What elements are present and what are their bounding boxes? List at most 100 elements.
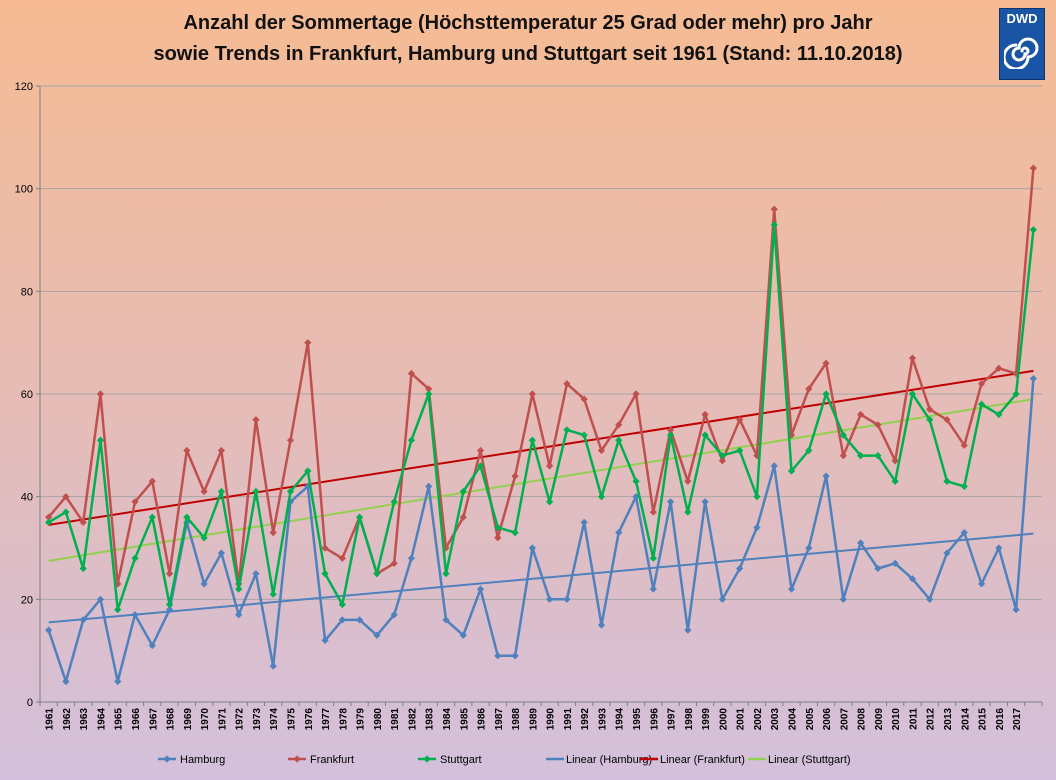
data-point-hamburg xyxy=(580,518,588,526)
data-point-hamburg xyxy=(373,631,381,639)
data-point-hamburg xyxy=(252,570,260,578)
x-tick-label: 1976 xyxy=(304,708,315,731)
y-axis-ticks: 0 20 40 60 80 100 120 xyxy=(15,81,40,709)
data-point-frankfurt xyxy=(580,395,588,403)
data-point-hamburg xyxy=(494,652,502,660)
data-point-frankfurt xyxy=(217,446,225,455)
data-point-stuttgart xyxy=(425,390,433,398)
data-point-stuttgart xyxy=(96,436,105,444)
data-point-hamburg xyxy=(736,564,744,573)
data-point-frankfurt xyxy=(442,544,450,552)
data-point-stuttgart xyxy=(822,390,830,398)
x-tick-label: 2010 xyxy=(891,708,902,731)
data-point-hamburg xyxy=(684,626,692,634)
data-point-stuttgart xyxy=(200,534,208,542)
x-tick-label: 1983 xyxy=(425,708,436,731)
data-point-stuttgart xyxy=(442,570,450,578)
x-tick-label: 2000 xyxy=(718,708,729,731)
data-point-hamburg xyxy=(995,544,1003,552)
x-tick-label: 1968 xyxy=(166,708,177,731)
data-point-hamburg xyxy=(528,544,536,552)
x-tick-label: 2005 xyxy=(805,708,816,731)
x-tick-label: 1961 xyxy=(45,708,56,731)
x-tick-label: 1974 xyxy=(269,708,280,731)
data-point-hamburg xyxy=(597,621,606,629)
x-tick-label: 2003 xyxy=(770,708,781,731)
x-tick-label: 1979 xyxy=(356,708,367,731)
data-point-stuttgart xyxy=(338,600,346,609)
legend-label-linear-stuttgart: Linear (Stuttgart) xyxy=(768,754,851,766)
data-point-hamburg xyxy=(546,595,554,603)
data-point-frankfurt xyxy=(131,498,139,506)
data-point-stuttgart xyxy=(321,570,329,578)
data-point-stuttgart xyxy=(528,436,536,444)
data-point-stuttgart xyxy=(79,564,87,573)
data-point-frankfurt xyxy=(805,385,813,393)
y-tick-label: 60 xyxy=(21,389,33,401)
x-tick-label: 1978 xyxy=(338,708,349,731)
data-point-frankfurt xyxy=(390,559,398,567)
data-point-stuttgart xyxy=(165,600,174,609)
data-point-stuttgart xyxy=(390,498,398,506)
data-point-frankfurt xyxy=(45,513,53,521)
data-point-stuttgart xyxy=(1029,226,1037,234)
data-point-stuttgart xyxy=(407,436,416,444)
y-tick-label: 100 xyxy=(15,184,33,196)
x-tick-label: 2013 xyxy=(943,708,954,731)
y-tick-label: 0 xyxy=(27,697,33,709)
data-point-stuttgart xyxy=(114,606,122,614)
x-tick-label: 2002 xyxy=(753,708,764,731)
data-point-stuttgart xyxy=(977,400,986,408)
data-point-hamburg xyxy=(926,595,934,603)
data-point-frankfurt xyxy=(407,369,416,378)
data-point-hamburg xyxy=(632,493,640,501)
chart-legend: Hamburg Frankfurt Stuttgart Linear (Hamburg… xyxy=(158,754,851,766)
data-point-frankfurt xyxy=(597,446,606,455)
data-point-hamburg xyxy=(407,554,416,562)
x-tick-label: 1969 xyxy=(183,708,194,731)
data-point-frankfurt xyxy=(891,457,899,465)
y-tick-label: 20 xyxy=(21,594,33,606)
data-point-frankfurt xyxy=(183,446,191,455)
data-point-stuttgart xyxy=(649,554,657,562)
legend-label-frankfurt: Frankfurt xyxy=(310,754,354,766)
data-point-hamburg xyxy=(79,616,87,624)
data-point-hamburg xyxy=(425,482,433,490)
data-point-stuttgart xyxy=(511,529,519,537)
data-point-frankfurt xyxy=(908,354,917,362)
x-tick-label: 1963 xyxy=(79,708,90,731)
data-point-frankfurt xyxy=(977,380,986,388)
data-point-hamburg xyxy=(96,595,105,603)
x-tick-label: 1997 xyxy=(667,708,678,731)
data-point-frankfurt xyxy=(632,390,640,398)
x-tick-label: 1992 xyxy=(580,708,591,731)
x-tick-label: 1998 xyxy=(684,708,695,731)
data-point-stuttgart xyxy=(546,498,554,506)
dwd-logo: DWD xyxy=(999,8,1045,80)
x-tick-label: 2004 xyxy=(788,708,799,731)
data-point-hamburg xyxy=(960,529,968,537)
data-point-stuttgart xyxy=(183,513,191,521)
data-point-frankfurt xyxy=(1029,164,1037,172)
data-point-frankfurt xyxy=(666,426,675,434)
data-point-hamburg xyxy=(839,595,847,603)
x-tick-label: 1986 xyxy=(477,708,488,731)
data-point-hamburg xyxy=(649,585,657,593)
data-point-frankfurt xyxy=(476,446,485,455)
data-point-hamburg xyxy=(321,636,329,644)
data-point-stuttgart xyxy=(459,487,467,496)
data-point-frankfurt xyxy=(252,416,260,424)
data-point-frankfurt xyxy=(96,390,105,398)
data-point-stuttgart xyxy=(926,416,934,424)
data-point-hamburg xyxy=(891,559,899,567)
trend-line-linear-frankfurt xyxy=(48,369,1034,526)
data-point-frankfurt xyxy=(753,452,761,460)
data-point-frankfurt xyxy=(718,457,726,465)
x-tick-label: 1975 xyxy=(287,708,298,731)
data-point-stuttgart xyxy=(45,518,53,526)
x-tick-label: 1995 xyxy=(632,708,643,731)
data-point-frankfurt xyxy=(926,405,934,413)
data-point-frankfurt xyxy=(338,554,346,562)
data-point-frankfurt xyxy=(459,513,467,521)
y-tick-label: 80 xyxy=(21,286,33,298)
